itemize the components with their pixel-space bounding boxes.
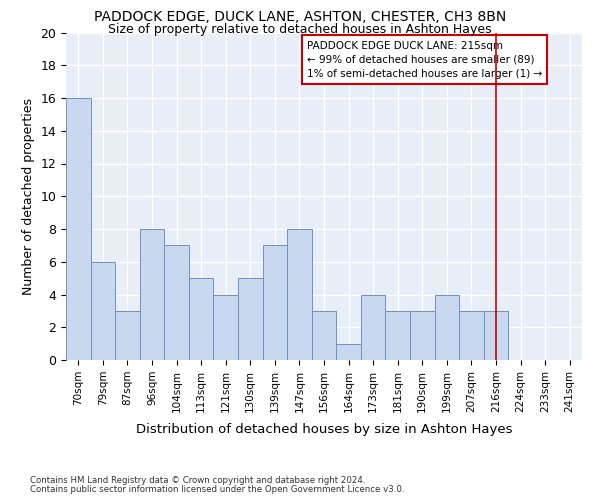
Bar bbox=[336, 344, 361, 360]
Bar bbox=[434, 294, 459, 360]
Bar bbox=[263, 246, 287, 360]
Bar bbox=[189, 278, 214, 360]
Bar bbox=[459, 311, 484, 360]
Bar bbox=[140, 229, 164, 360]
Bar bbox=[484, 311, 508, 360]
Bar bbox=[164, 246, 189, 360]
Bar bbox=[410, 311, 434, 360]
Bar bbox=[66, 98, 91, 360]
Text: Contains public sector information licensed under the Open Government Licence v3: Contains public sector information licen… bbox=[30, 485, 404, 494]
Text: Size of property relative to detached houses in Ashton Hayes: Size of property relative to detached ho… bbox=[108, 22, 492, 36]
Bar bbox=[312, 311, 336, 360]
Bar bbox=[385, 311, 410, 360]
Bar bbox=[91, 262, 115, 360]
Bar bbox=[214, 294, 238, 360]
Text: Contains HM Land Registry data © Crown copyright and database right 2024.: Contains HM Land Registry data © Crown c… bbox=[30, 476, 365, 485]
Bar bbox=[238, 278, 263, 360]
X-axis label: Distribution of detached houses by size in Ashton Hayes: Distribution of detached houses by size … bbox=[136, 423, 512, 436]
Y-axis label: Number of detached properties: Number of detached properties bbox=[22, 98, 35, 294]
Bar bbox=[287, 229, 312, 360]
Bar bbox=[115, 311, 140, 360]
Bar bbox=[361, 294, 385, 360]
Text: PADDOCK EDGE DUCK LANE: 215sqm
← 99% of detached houses are smaller (89)
1% of s: PADDOCK EDGE DUCK LANE: 215sqm ← 99% of … bbox=[307, 40, 542, 78]
Text: PADDOCK EDGE, DUCK LANE, ASHTON, CHESTER, CH3 8BN: PADDOCK EDGE, DUCK LANE, ASHTON, CHESTER… bbox=[94, 10, 506, 24]
